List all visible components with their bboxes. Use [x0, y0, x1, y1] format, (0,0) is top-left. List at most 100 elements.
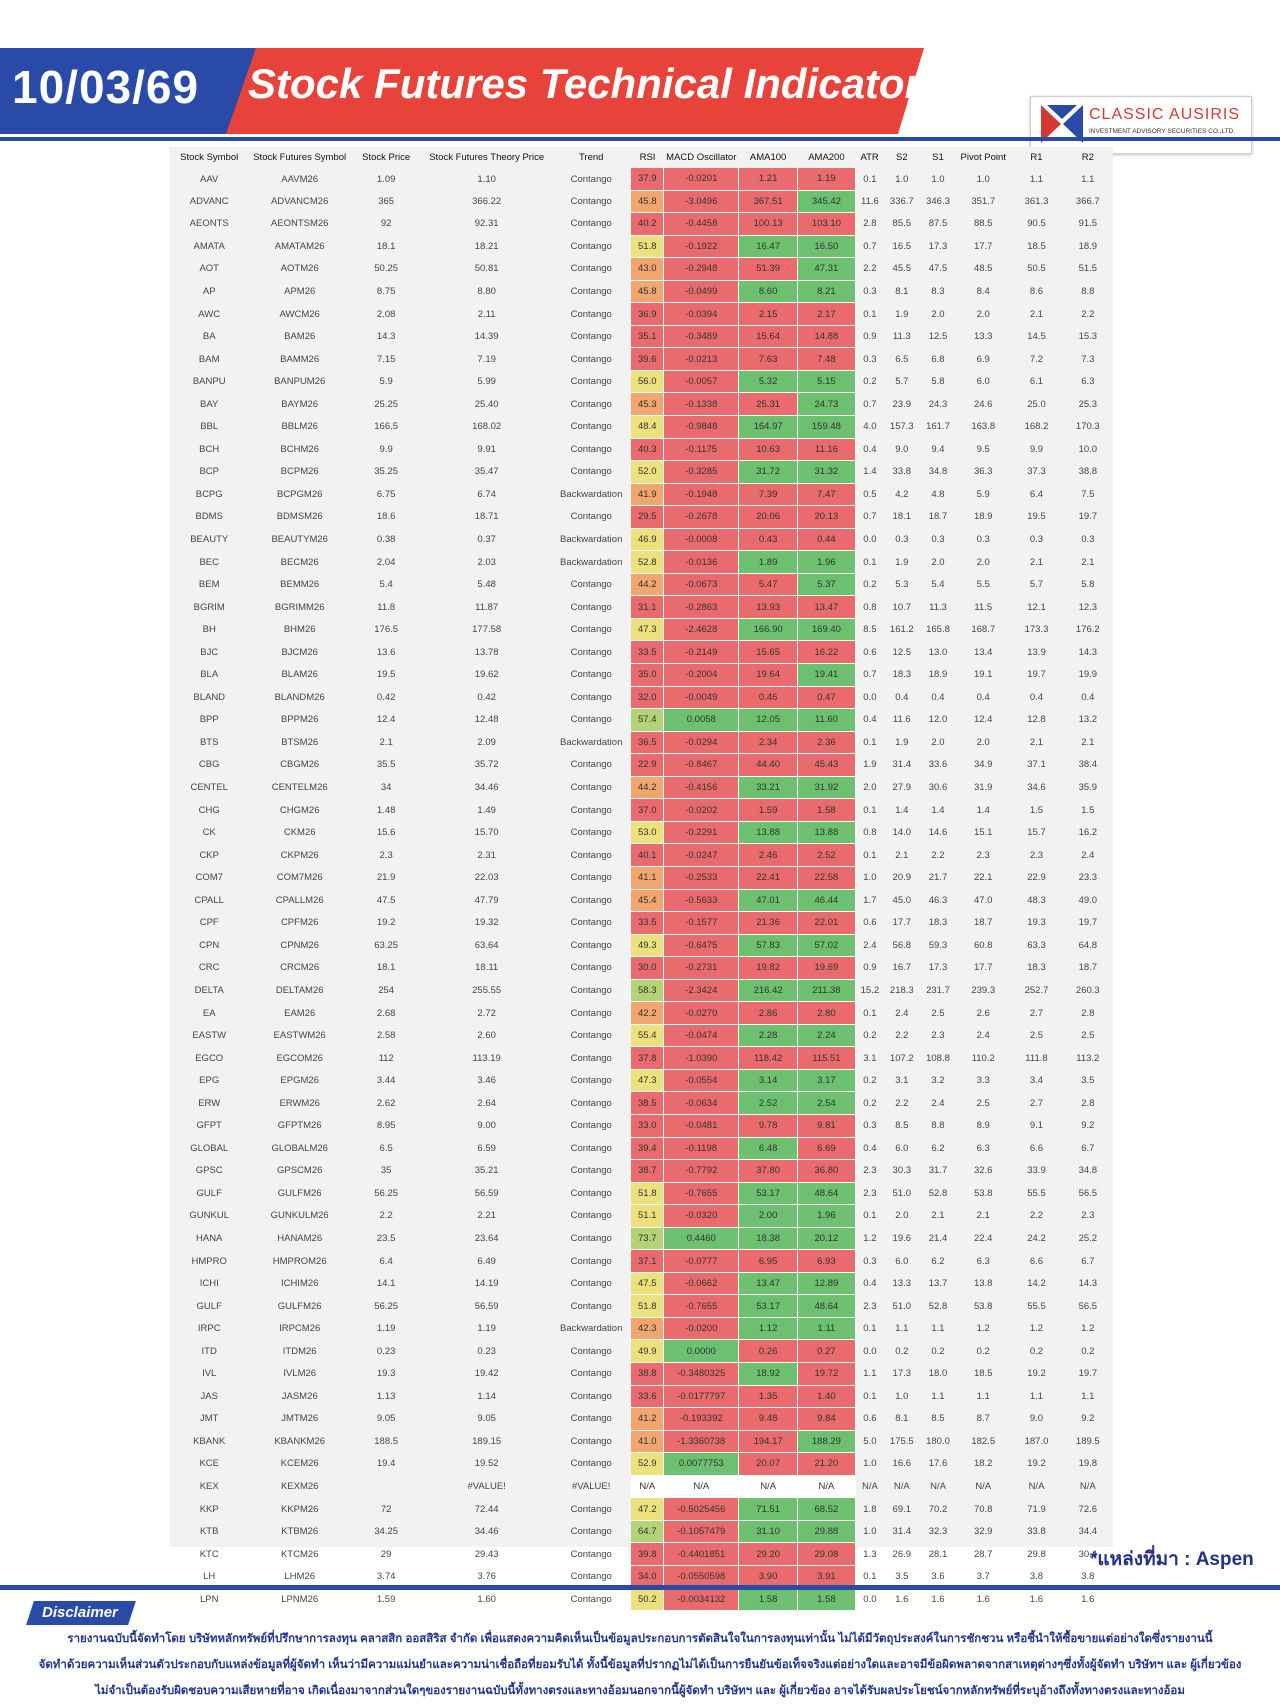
cell-s2: 17.7 [892, 917, 912, 929]
cell-s1: 33.6 [928, 759, 948, 771]
cell-stock-symbol: ICHI [199, 1278, 219, 1290]
cell-s2: 2.2 [895, 1030, 909, 1042]
cell-r2: 91.5 [1078, 218, 1098, 230]
cell-futures-symbol: BDMSM26 [276, 511, 323, 523]
cell-trend: Contango [570, 1278, 612, 1290]
cell-theory-price: 12.48 [474, 714, 499, 726]
cell-pivot: 8.4 [976, 286, 990, 297]
cell-r1: 22.9 [1027, 872, 1046, 884]
cell-s1: 34.8 [928, 466, 948, 478]
cell-ama200: 2.17 [797, 302, 857, 326]
cell-s2: 19.6 [892, 1232, 912, 1244]
cell-s2: 18.3 [892, 669, 912, 681]
cell-theory-price: 13.78 [474, 646, 499, 658]
cell-r2: 49.0 [1078, 894, 1098, 906]
cell-pivot: 163.8 [971, 421, 996, 433]
cell-stock-symbol: BAY [200, 398, 219, 410]
cell-rsi: 32.0 [631, 686, 665, 710]
cell-pivot: 53.8 [973, 1187, 993, 1199]
cell-futures-symbol: GPSCM26 [276, 1165, 323, 1177]
cell-trend: Contango [570, 286, 612, 297]
cell-atr: 1.0 [863, 872, 877, 884]
cell-s2: 16.6 [892, 1458, 912, 1470]
cell-ama100: 47.01 [738, 889, 798, 913]
cell-r1: 2.7 [1029, 1007, 1044, 1019]
cell-futures-symbol: BCHM26 [280, 443, 319, 455]
table-row: CKP CKPM26 2.3 2.31 Contango 40.1 -0.0247 2.46 2… [169, 843, 1113, 867]
cell-stock-symbol: BLA [200, 669, 219, 681]
cell-s2: 10.7 [892, 601, 912, 613]
cell-ama100: 0.46 [738, 686, 798, 710]
cell-pivot: 2.0 [976, 308, 990, 320]
header-banner: 10/03/69 Stock Futures Technical Indicat… [0, 48, 1280, 154]
cell-s1: 47.5 [928, 263, 948, 275]
cell-pivot: 24.6 [973, 398, 993, 410]
cell-ama100: 57.83 [738, 934, 798, 958]
cell-r1: 2.7 [1029, 1097, 1044, 1109]
cell-theory-price: 2.64 [477, 1097, 496, 1109]
cell-trend: Contango [570, 601, 612, 613]
table-row: GULF GULFM26 56.25 56.59 Contango 51.8 -0.7655… [169, 1294, 1113, 1318]
cell-ama100: 31.72 [738, 460, 798, 484]
cell-atr: 0.1 [863, 1571, 877, 1583]
cell-ama200: 36.80 [797, 1159, 857, 1183]
cell-pivot: 18.5 [973, 1368, 993, 1380]
cell-r2: 14.3 [1078, 1278, 1098, 1290]
cell-ama100: 166.90 [738, 618, 798, 642]
cell-stock-price: 5.9 [379, 376, 393, 388]
cell-s2: 2.2 [895, 1097, 909, 1109]
cell-macd: -0.0177797 [663, 1385, 740, 1409]
cell-r1: 1.1 [1029, 173, 1044, 185]
cell-r2: 23.3 [1078, 872, 1098, 884]
cell-stock-symbol: HANA [196, 1232, 223, 1244]
table-row: BBL BBLM26 166.5 168.02 Contango 48.4 -0.9848 1… [169, 415, 1113, 439]
cell-r2: 6.7 [1081, 1142, 1095, 1154]
cell-ama100: 44.40 [738, 753, 798, 777]
cell-trend: Contango [570, 240, 612, 252]
cell-theory-price: 35.72 [474, 759, 499, 771]
cell-theory-price: 6.59 [477, 1142, 496, 1154]
cell-pivot: 47.0 [973, 894, 993, 906]
cell-s1: 52.8 [928, 1187, 948, 1199]
table-row: DELTA DELTAM26 254 255.55 Contango 58.3 -2.342… [169, 979, 1113, 1003]
table-row: EA EAM26 2.68 2.72 Contango 42.2 -0.0270 2.86 2.… [169, 1001, 1113, 1025]
cell-ama100: 1.58 [738, 1587, 798, 1611]
cell-s2: 2.1 [895, 849, 909, 861]
cell-r2: 1.1 [1081, 173, 1095, 185]
cell-theory-price: 56.59 [474, 1187, 499, 1199]
cell-r2: 10.0 [1078, 443, 1098, 455]
cell-theory-price: 19.62 [474, 669, 499, 681]
cell-stock-symbol: BLAND [193, 691, 226, 703]
cell-macd: -0.2291 [663, 821, 740, 845]
cell-theory-price: 47.79 [474, 894, 499, 906]
cell-s1: 2.2 [931, 849, 945, 861]
cell-stock-price: 19.2 [376, 917, 396, 929]
cell-s2: 27.9 [892, 782, 912, 794]
cell-ama100: 194.17 [738, 1430, 798, 1454]
cell-theory-price: 1.14 [477, 1390, 496, 1402]
col-header-rsi: RSI [639, 152, 656, 163]
cell-rsi: 53.0 [631, 821, 665, 845]
cell-theory-price: 34.46 [474, 1526, 499, 1538]
logo-company-name: CLASSIC AUSIRIS [1089, 106, 1241, 123]
cell-s1: 18.3 [928, 917, 948, 929]
cell-theory-price: 366.22 [472, 195, 502, 207]
cell-trend: Backwardation [560, 556, 623, 568]
cell-ama200: 20.12 [797, 1227, 857, 1251]
cell-s2: 1.9 [895, 556, 909, 568]
cell-theory-price: 35.21 [474, 1165, 499, 1177]
cell-rsi: 48.4 [631, 415, 665, 439]
cell-s1: 11.3 [929, 601, 947, 613]
table-row: CK CKM26 15.6 15.70 Contango 53.0 -0.2291 13.88… [169, 821, 1113, 845]
cell-r1: 9.1 [1029, 1120, 1044, 1132]
cell-ama200: 31.32 [797, 460, 857, 484]
cell-s2: 13.3 [892, 1278, 912, 1290]
cell-r2: 6.7 [1081, 1255, 1095, 1267]
cell-s2: 26.9 [892, 1548, 912, 1560]
cell-rsi: 37.8 [631, 1046, 665, 1070]
cell-macd: -0.3480325 [663, 1362, 740, 1386]
cell-stock-symbol: JAS [200, 1390, 218, 1402]
cell-r2: 56.5 [1078, 1300, 1098, 1312]
cell-stock-symbol: KKP [199, 1503, 219, 1515]
cell-stock-symbol: ERW [198, 1097, 221, 1109]
